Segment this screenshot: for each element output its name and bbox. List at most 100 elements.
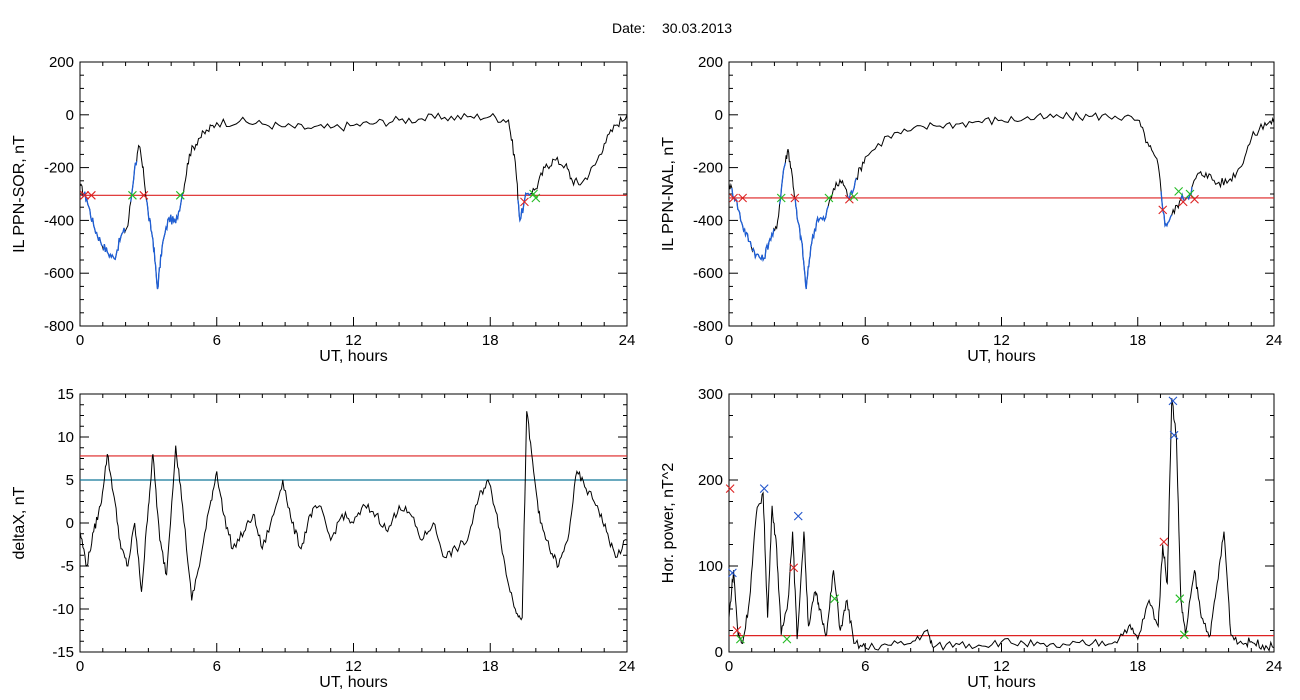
- event-marker: [782, 634, 792, 644]
- event-marker: [732, 626, 742, 635]
- x-tick-label: 0: [725, 658, 733, 675]
- x-tick-label: 24: [1266, 332, 1283, 349]
- x-tick-label: 6: [861, 332, 869, 349]
- chart-3: 0 6 12 18 24 -15 -10 -5 0 5 10 15 UT, hours deltaX, n…: [11, 386, 635, 691]
- highlight-segment: [517, 192, 532, 223]
- x-tick-label: 24: [619, 658, 636, 675]
- x-axis-label: UT, hours: [967, 348, 1035, 365]
- x-tick-label: 6: [213, 658, 221, 675]
- event-marker: [529, 189, 538, 199]
- y-tick-label: 100: [698, 558, 723, 575]
- event-marker: [790, 193, 800, 203]
- event-marker: [824, 193, 834, 203]
- chart-1: 0 6 12 18 24 -800 -600 -400 -200 0 200 UT, hours IL …: [11, 54, 635, 365]
- y-axis-label: Hor. power, nT^2: [660, 463, 677, 584]
- x-tick-label: 6: [213, 332, 221, 349]
- x-tick-label: 18: [482, 658, 499, 675]
- highlight-segment: [102, 227, 126, 261]
- event-marker: [830, 594, 839, 604]
- date-value: 30.03.2013: [662, 20, 732, 36]
- y-axis-label: deltaX, nT: [11, 486, 28, 559]
- event-marker: [789, 563, 799, 573]
- x-tick-label: 12: [993, 332, 1010, 349]
- series-line: [80, 411, 627, 621]
- y-tick-label: 300: [698, 386, 723, 403]
- plot-frame: [728, 61, 1275, 327]
- x-tick-label: 0: [76, 332, 84, 349]
- y-tick-label: -400: [693, 212, 723, 229]
- highlight-segment: [751, 228, 775, 262]
- series-line: [729, 398, 1274, 652]
- event-marker: [1175, 594, 1185, 604]
- y-tick-label: -600: [44, 265, 74, 282]
- event-marker: [128, 190, 137, 200]
- y-tick-label: -800: [693, 318, 723, 335]
- y-tick-label: 0: [715, 644, 723, 661]
- event-marker: [87, 190, 96, 200]
- series-line: [729, 111, 1274, 290]
- event-marker: [175, 190, 185, 200]
- highlight-segment: [82, 191, 104, 247]
- y-tick-label: 200: [698, 472, 723, 489]
- x-tick-label: 12: [993, 658, 1010, 675]
- y-tick-label: -15: [52, 644, 74, 661]
- y-tick-label: 10: [57, 429, 74, 446]
- event-marker: [1158, 205, 1168, 215]
- y-tick-label: -10: [52, 601, 74, 618]
- x-tick-label: 12: [345, 332, 362, 349]
- x-tick-label: 18: [1129, 332, 1146, 349]
- y-tick-label: 200: [49, 54, 74, 71]
- y-axis-label: IL PPN-NAL, nT: [660, 137, 677, 251]
- event-marker: [1179, 630, 1189, 640]
- y-tick-label: 0: [715, 107, 723, 124]
- highlight-segment: [1160, 191, 1173, 228]
- plot-frame: [79, 61, 628, 327]
- x-tick-label: 18: [1129, 658, 1146, 675]
- y-tick-label: 5: [66, 472, 74, 489]
- event-marker: [738, 193, 748, 203]
- event-marker: [1159, 537, 1169, 547]
- y-tick-label: 15: [57, 386, 74, 403]
- x-tick-label: 6: [861, 658, 869, 675]
- event-marker: [1178, 197, 1188, 207]
- y-tick-label: -200: [693, 160, 723, 177]
- chart-4: 0 6 12 18 24 0 100 200 300 UT, hours Hor. power, n…: [660, 386, 1282, 691]
- event-marker: [531, 193, 541, 203]
- event-marker: [759, 484, 769, 493]
- event-marker: [520, 197, 529, 207]
- x-axis-label: UT, hours: [319, 348, 387, 365]
- event-marker: [1169, 430, 1179, 440]
- y-tick-label: 200: [698, 54, 723, 71]
- x-axis-label: UT, hours: [967, 674, 1035, 691]
- x-axis-label: UT, hours: [319, 674, 387, 691]
- y-tick-label: -5: [61, 558, 74, 575]
- highlight-segment: [145, 193, 184, 290]
- event-marker: [80, 190, 89, 200]
- x-tick-label: 0: [76, 658, 84, 675]
- event-marker: [844, 194, 854, 204]
- event-marker: [729, 193, 738, 203]
- event-marker: [849, 192, 859, 202]
- y-tick-label: -600: [693, 265, 723, 282]
- y-tick-label: -400: [44, 212, 74, 229]
- series-line: [80, 112, 627, 290]
- y-tick-label: -200: [44, 160, 74, 177]
- date-label: Date:: [612, 20, 645, 36]
- chart-grid: 0 6 12 18 24 -800 -600 -400 -200 0 200 UT, hours IL …: [11, 54, 1282, 691]
- chart-2: 0 6 12 18 24 -800 -600 -400 -200 0 200 UT, hours IL …: [660, 54, 1282, 365]
- x-tick-label: 24: [1266, 658, 1283, 675]
- highlight-segment: [778, 162, 787, 205]
- x-tick-label: 12: [345, 658, 362, 675]
- x-tick-label: 24: [619, 332, 636, 349]
- event-marker: [776, 193, 786, 203]
- y-tick-label: -800: [44, 318, 74, 335]
- event-marker: [728, 568, 737, 578]
- highlight-segment: [130, 160, 138, 202]
- y-tick-label: 0: [66, 107, 74, 124]
- highlight-segment: [794, 198, 829, 290]
- event-marker: [725, 484, 735, 493]
- y-tick-label: 0: [66, 515, 74, 532]
- y-axis-label: IL PPN-SOR, nT: [11, 135, 28, 253]
- x-tick-label: 0: [725, 332, 733, 349]
